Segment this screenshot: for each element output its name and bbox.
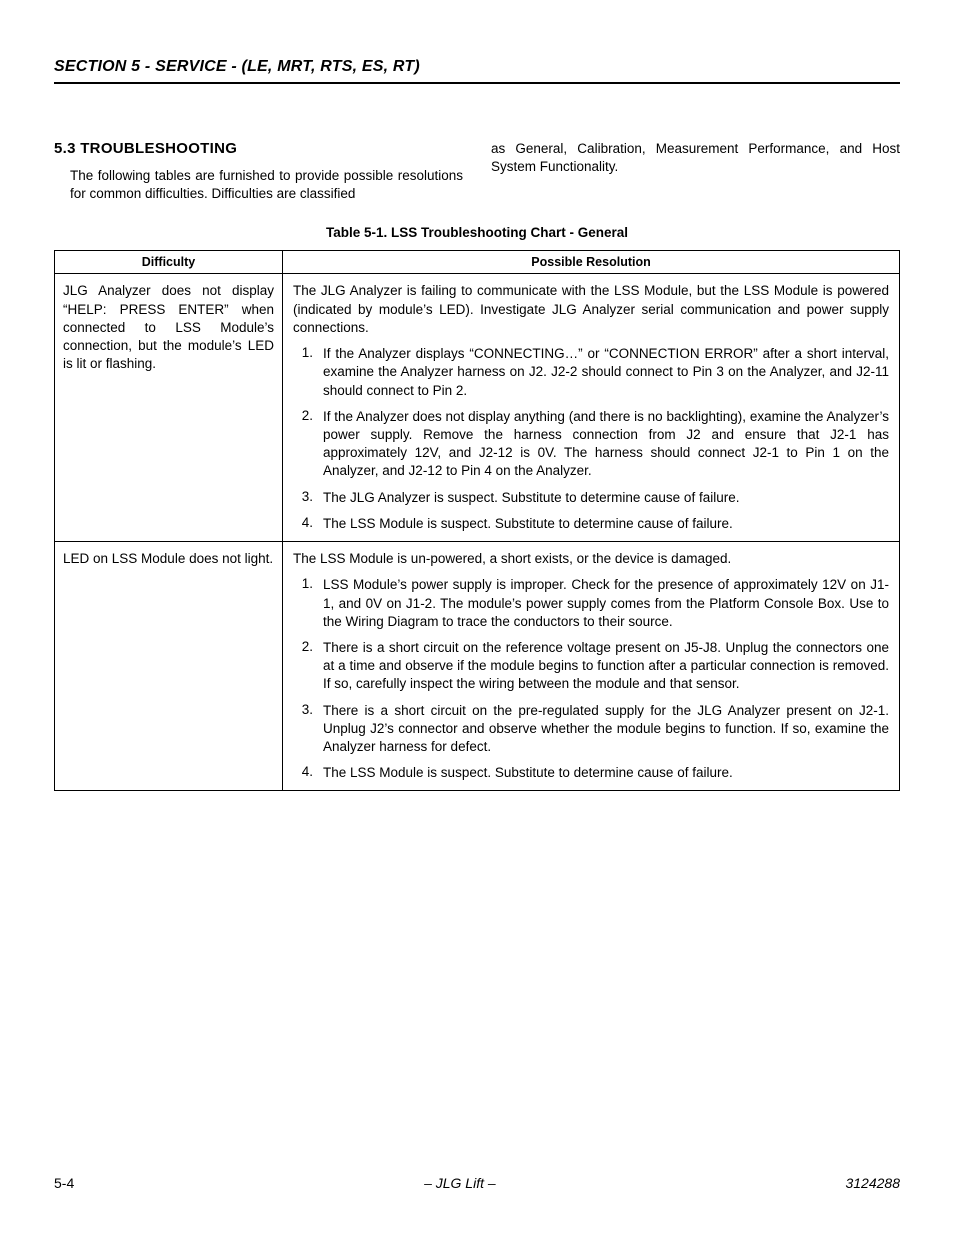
intro-left-text: The following tables are furnished to pr…	[54, 167, 463, 203]
list-item: 4. The LSS Module is suspect. Substitute …	[293, 764, 889, 782]
list-text: LSS Module’s power supply is improper. C…	[323, 576, 889, 631]
list-text: There is a short circuit on the pre-regu…	[323, 702, 889, 757]
difficulty-cell: LED on LSS Module does not light.	[55, 542, 283, 791]
intro-left-column: 5.3 TROUBLESHOOTING The following tables…	[54, 140, 463, 203]
list-item: 2.There is a short circuit on the refere…	[293, 639, 889, 694]
list-number: 3.	[293, 702, 313, 757]
list-item: 1.LSS Module’s power supply is improper.…	[293, 576, 889, 631]
list-item: 2.If the Analyzer does not display anyth…	[293, 408, 889, 481]
list-item: 1.If the Analyzer displays “CONNECTING…”…	[293, 345, 889, 400]
resolution-list: 1.If the Analyzer displays “CONNECTING…”…	[293, 345, 889, 533]
resolution-intro: The JLG Analyzer is failing to communica…	[293, 282, 889, 337]
footer-center: – JLG Lift –	[424, 1175, 496, 1191]
section-heading: 5.3 TROUBLESHOOTING	[54, 140, 463, 157]
list-text: If the Analyzer displays “CONNECTING…” o…	[323, 345, 889, 400]
table-header-difficulty: Difficulty	[55, 251, 283, 274]
section-header: SECTION 5 - SERVICE - (LE, MRT, RTS, ES,…	[54, 58, 900, 84]
table-row: LED on LSS Module does not light. The LS…	[55, 542, 900, 791]
list-number: 3.	[293, 489, 313, 507]
intro-right-text: as General, Calibration, Measurement Per…	[491, 140, 900, 176]
list-text: The JLG Analyzer is suspect. Substitute …	[323, 489, 889, 507]
resolution-list: 1.LSS Module’s power supply is improper.…	[293, 576, 889, 782]
list-number: 2.	[293, 639, 313, 694]
list-item: 4. The LSS Module is suspect. Substitute …	[293, 515, 889, 533]
resolution-cell: The LSS Module is un-powered, a short ex…	[283, 542, 900, 791]
footer-doc-number: 3124288	[845, 1175, 900, 1191]
footer-page-number: 5-4	[54, 1175, 74, 1191]
list-number: 1.	[293, 576, 313, 631]
list-number: 2.	[293, 408, 313, 481]
resolution-intro: The LSS Module is un-powered, a short ex…	[293, 550, 889, 568]
list-text: The LSS Module is suspect. Substitute to…	[323, 764, 889, 782]
list-text: If the Analyzer does not display anythin…	[323, 408, 889, 481]
resolution-cell: The JLG Analyzer is failing to communica…	[283, 274, 900, 542]
list-item: 3. The JLG Analyzer is suspect. Substitut…	[293, 489, 889, 507]
table-row: JLG Analyzer does not display “HELP: PRE…	[55, 274, 900, 542]
list-number: 4.	[293, 515, 313, 533]
intro-columns: 5.3 TROUBLESHOOTING The following tables…	[54, 140, 900, 203]
table-header-resolution: Possible Resolution	[283, 251, 900, 274]
difficulty-cell: JLG Analyzer does not display “HELP: PRE…	[55, 274, 283, 542]
list-text: There is a short circuit on the referenc…	[323, 639, 889, 694]
table-caption: Table 5-1. LSS Troubleshooting Chart - G…	[54, 225, 900, 240]
intro-right-column: as General, Calibration, Measurement Per…	[491, 140, 900, 203]
list-number: 4.	[293, 764, 313, 782]
list-number: 1.	[293, 345, 313, 400]
list-item: 3.There is a short circuit on the pre-re…	[293, 702, 889, 757]
list-text: The LSS Module is suspect. Substitute to…	[323, 515, 889, 533]
troubleshooting-table: Difficulty Possible Resolution JLG Analy…	[54, 250, 900, 791]
page-footer: 5-4 – JLG Lift – 3124288	[54, 1175, 900, 1191]
